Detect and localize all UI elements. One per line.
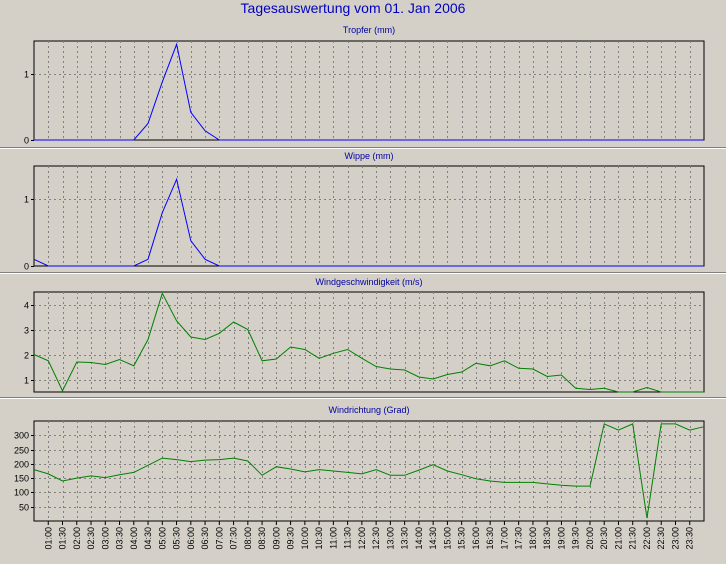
y-tick-label: 2: [24, 351, 29, 361]
x-tick-label: 03:30: [115, 527, 125, 550]
x-tick-label: 16:30: [485, 527, 495, 550]
x-tick-label: 05:30: [172, 527, 182, 550]
time-axis: 01:00 01:30 02:00 02:30 03:00 03:30 04:00 04:30…: [43, 521, 695, 550]
x-tick-label: 18:00: [528, 527, 538, 550]
series-line: [33, 423, 705, 519]
x-tick-label: 20:00: [585, 527, 595, 550]
plot-frame: [33, 291, 705, 393]
x-tick-label: 16:00: [471, 527, 481, 550]
x-tick-label: 15:30: [457, 527, 467, 550]
x-tick-label: 21:00: [614, 527, 624, 550]
y-tick-label: 50: [19, 503, 29, 513]
page-title: Tagesauswertung vom 01. Jan 2006: [241, 0, 466, 16]
x-tick-label: 02:00: [72, 527, 82, 550]
x-tick-label: 03:00: [100, 527, 110, 550]
x-tick-label: 11:30: [343, 527, 353, 549]
x-tick-label: 13:00: [385, 527, 395, 550]
x-tick-label: 06:30: [200, 527, 210, 550]
x-tick-label: 23:30: [685, 527, 695, 550]
x-tick-label: 04:30: [143, 527, 153, 550]
x-tick-label: 14:00: [414, 527, 424, 550]
x-tick-label: 18:30: [542, 527, 552, 550]
x-tick-label: 08:00: [243, 527, 253, 550]
y-tick-label: 1: [24, 195, 29, 205]
x-tick-label: 07:00: [214, 527, 224, 550]
y-tick-label: 150: [14, 474, 29, 484]
panel-title: Windgeschwindigkeit (m/s): [315, 277, 422, 287]
x-tick-label: 21:30: [628, 527, 638, 550]
x-tick-label: 08:30: [257, 527, 267, 550]
x-tick-label: 12:00: [357, 527, 367, 550]
chart-panel: Tropfer (mm) 0 1: [0, 25, 726, 149]
chart-panel: Windrichtung (Grad) 50 100 150 200 250 300: [14, 405, 705, 522]
x-tick-label: 17:30: [514, 527, 524, 550]
x-tick-label: 19:00: [556, 527, 566, 550]
x-tick-label: 05:00: [157, 527, 167, 550]
x-tick-label: 13:30: [400, 527, 410, 550]
x-tick-label: 15:00: [442, 527, 452, 550]
x-tick-label: 10:00: [300, 527, 310, 550]
series-line: [34, 42, 704, 141]
y-tick-label: 0: [24, 262, 29, 272]
plot-frame: [33, 420, 705, 522]
series-line: [33, 291, 704, 393]
x-tick-label: 07:30: [229, 527, 239, 550]
x-tick-label: 11:00: [328, 527, 338, 549]
y-tick-label: 300: [14, 431, 29, 441]
y-tick-label: 4: [24, 301, 29, 311]
x-tick-label: 09:00: [271, 527, 281, 550]
x-tick-label: 06:00: [186, 527, 196, 550]
x-tick-label: 22:00: [642, 527, 652, 550]
y-tick-label: 250: [14, 446, 29, 456]
x-tick-label: 01:00: [43, 527, 53, 550]
y-tick-label: 3: [24, 326, 29, 336]
panel-title: Wippe (mm): [345, 151, 394, 161]
x-tick-label: 17:00: [499, 527, 509, 550]
x-tick-label: 10:30: [314, 527, 324, 550]
x-tick-label: 20:30: [599, 527, 609, 550]
chart-panel: Windgeschwindigkeit (m/s) 1 2 3 4: [0, 277, 726, 399]
x-tick-label: 23:00: [671, 527, 681, 550]
x-tick-label: 01:30: [58, 527, 68, 550]
series-line: [33, 177, 704, 267]
y-tick-label: 100: [14, 488, 29, 498]
x-tick-label: 04:00: [129, 527, 139, 550]
y-tick-label: 200: [14, 460, 29, 470]
x-tick-label: 12:30: [371, 527, 381, 550]
y-tick-label: 1: [24, 70, 29, 80]
x-tick-label: 22:30: [656, 527, 666, 550]
x-tick-label: 09:30: [286, 527, 296, 550]
y-tick-label: 0: [24, 136, 29, 146]
x-tick-label: 14:30: [428, 527, 438, 550]
panel-title: Tropfer (mm): [343, 25, 395, 35]
x-tick-label: 19:30: [571, 527, 581, 550]
chart-panel: Wippe (mm) 0 1: [0, 151, 726, 274]
panel-title: Windrichtung (Grad): [328, 405, 409, 415]
y-tick-label: 1: [24, 376, 29, 386]
x-tick-label: 02:30: [86, 527, 96, 550]
